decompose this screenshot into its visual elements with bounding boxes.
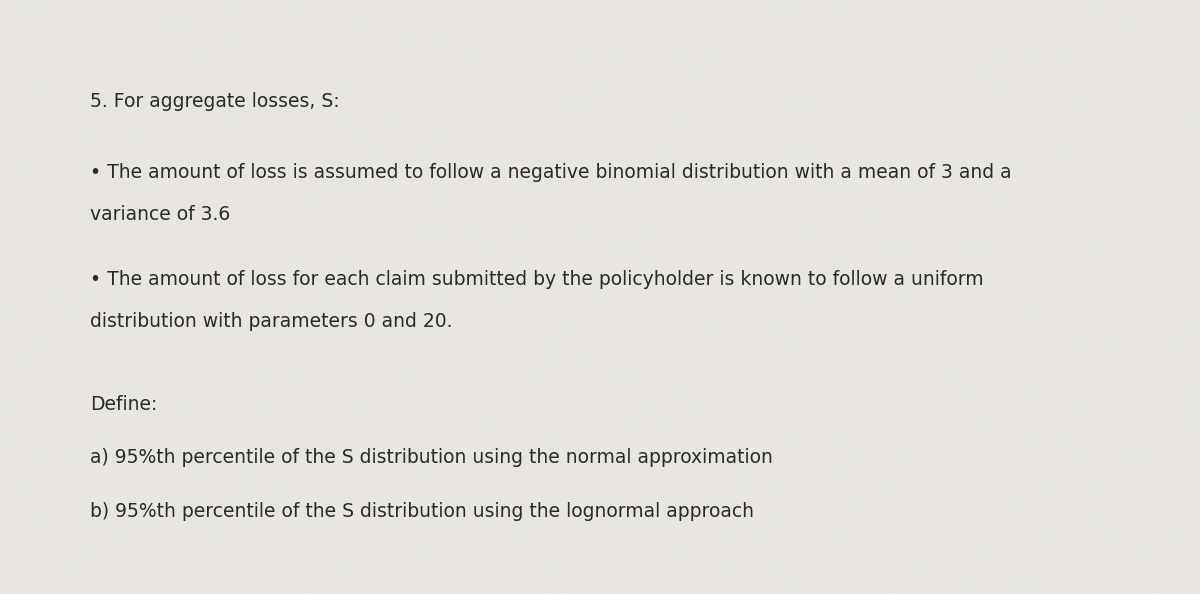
Text: • The amount of loss is assumed to follow a negative binomial distribution with : • The amount of loss is assumed to follo…	[90, 163, 1012, 182]
Text: variance of 3.6: variance of 3.6	[90, 205, 230, 224]
Text: a) 95%th percentile of the S distribution using the normal approximation: a) 95%th percentile of the S distributio…	[90, 448, 773, 467]
Text: • The amount of loss for each claim submitted by the policyholder is known to fo: • The amount of loss for each claim subm…	[90, 270, 984, 289]
Text: 5. For aggregate losses, S:: 5. For aggregate losses, S:	[90, 92, 340, 111]
Text: b) 95%th percentile of the S distribution using the lognormal approach: b) 95%th percentile of the S distributio…	[90, 502, 754, 521]
Text: Define:: Define:	[90, 395, 157, 414]
Text: distribution with parameters 0 and 20.: distribution with parameters 0 and 20.	[90, 312, 452, 331]
